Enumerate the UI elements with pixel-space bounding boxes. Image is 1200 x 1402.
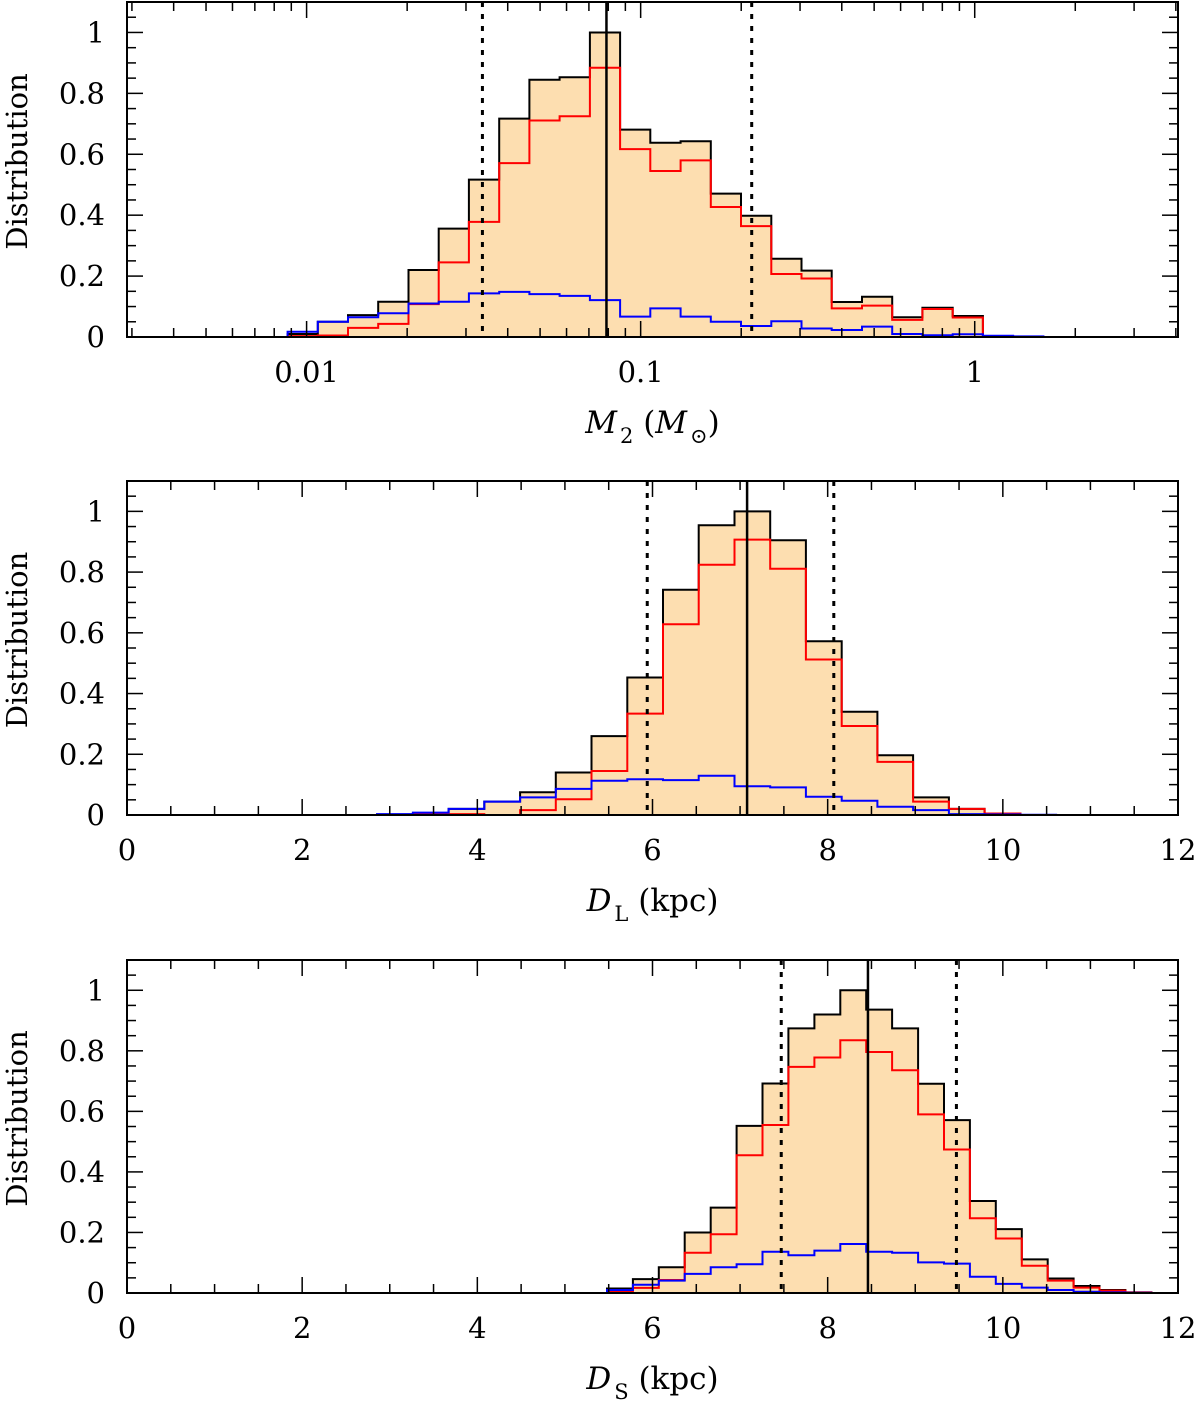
x-tick-label: 6 [643, 833, 661, 867]
x-tick-label: 10 [984, 833, 1021, 867]
x-tick-label: 12 [1160, 1311, 1197, 1345]
y-tick-label: 1 [87, 973, 105, 1007]
histogram-line-red [606, 1039, 1153, 1294]
x-axis-title-part: L [614, 902, 628, 926]
histogram-line-total [606, 989, 1153, 1294]
x-axis-title-part: D [586, 883, 612, 919]
y-axis-title: Distribution [0, 1030, 34, 1207]
y-tick-label: 0.8 [59, 555, 105, 589]
x-axis-title-part: ) [708, 405, 720, 441]
x-tick-label: 6 [643, 1311, 661, 1345]
histogram-line-blue [477, 1243, 1153, 1294]
x-axis-title-part: S [614, 1380, 628, 1402]
y-tick-label: 0.6 [59, 137, 105, 171]
x-axis-title-part: M [654, 405, 688, 441]
y-tick-label: 0 [87, 1276, 105, 1310]
x-axis-title-part: 2 [620, 424, 633, 448]
y-tick-label: 1 [87, 494, 105, 528]
y-tick-label: 0.6 [59, 616, 105, 650]
x-axis-title-part: M [584, 405, 618, 441]
histogram-fill-total [287, 32, 983, 337]
x-tick-label: 4 [468, 1311, 486, 1345]
y-tick-label: 0 [87, 798, 105, 832]
y-axis-title: Distribution [0, 552, 34, 729]
x-axis-title-part: D [585, 1361, 611, 1397]
x-tick-label: 4 [468, 833, 486, 867]
y-tick-label: 0.8 [59, 76, 105, 110]
y-tick-label: 0.2 [59, 259, 105, 293]
x-tick-label: 12 [1160, 833, 1197, 867]
x-tick-label: 8 [818, 1311, 836, 1345]
x-tick-label: 2 [293, 1311, 311, 1345]
y-tick-label: 0.4 [59, 677, 105, 711]
x-tick-label: 0 [118, 833, 136, 867]
x-tick-label: 10 [984, 1311, 1021, 1345]
x-tick-label: 0 [118, 1311, 136, 1345]
y-tick-label: 0.4 [59, 198, 105, 232]
histogram-line-total [286, 31, 984, 337]
x-axis-title-part: (kpc) [629, 1361, 719, 1397]
histogram-fill-total [377, 511, 1021, 815]
y-tick-label: 0.4 [59, 1155, 105, 1189]
y-tick-label: 0.6 [59, 1094, 105, 1128]
y-axis-title: Distribution [0, 73, 34, 250]
histogram-fill-total [607, 990, 1152, 1293]
histogram-line-red [286, 66, 1015, 338]
x-axis-title-part: ( [633, 405, 655, 441]
x-axis-title-part: ⊙ [690, 424, 708, 448]
y-tick-label: 0.8 [59, 1034, 105, 1068]
x-tick-label: 2 [293, 833, 311, 867]
y-tick-label: 0.2 [59, 1215, 105, 1249]
x-tick-label: 1 [965, 355, 983, 389]
x-tick-label: 0.1 [618, 355, 664, 389]
x-tick-label: 0.01 [274, 355, 339, 389]
y-tick-label: 0 [87, 320, 105, 354]
x-tick-label: 8 [818, 833, 836, 867]
x-axis-title-part: (kpc) [628, 883, 718, 919]
y-tick-label: 1 [87, 15, 105, 49]
y-tick-label: 0.2 [59, 737, 105, 771]
